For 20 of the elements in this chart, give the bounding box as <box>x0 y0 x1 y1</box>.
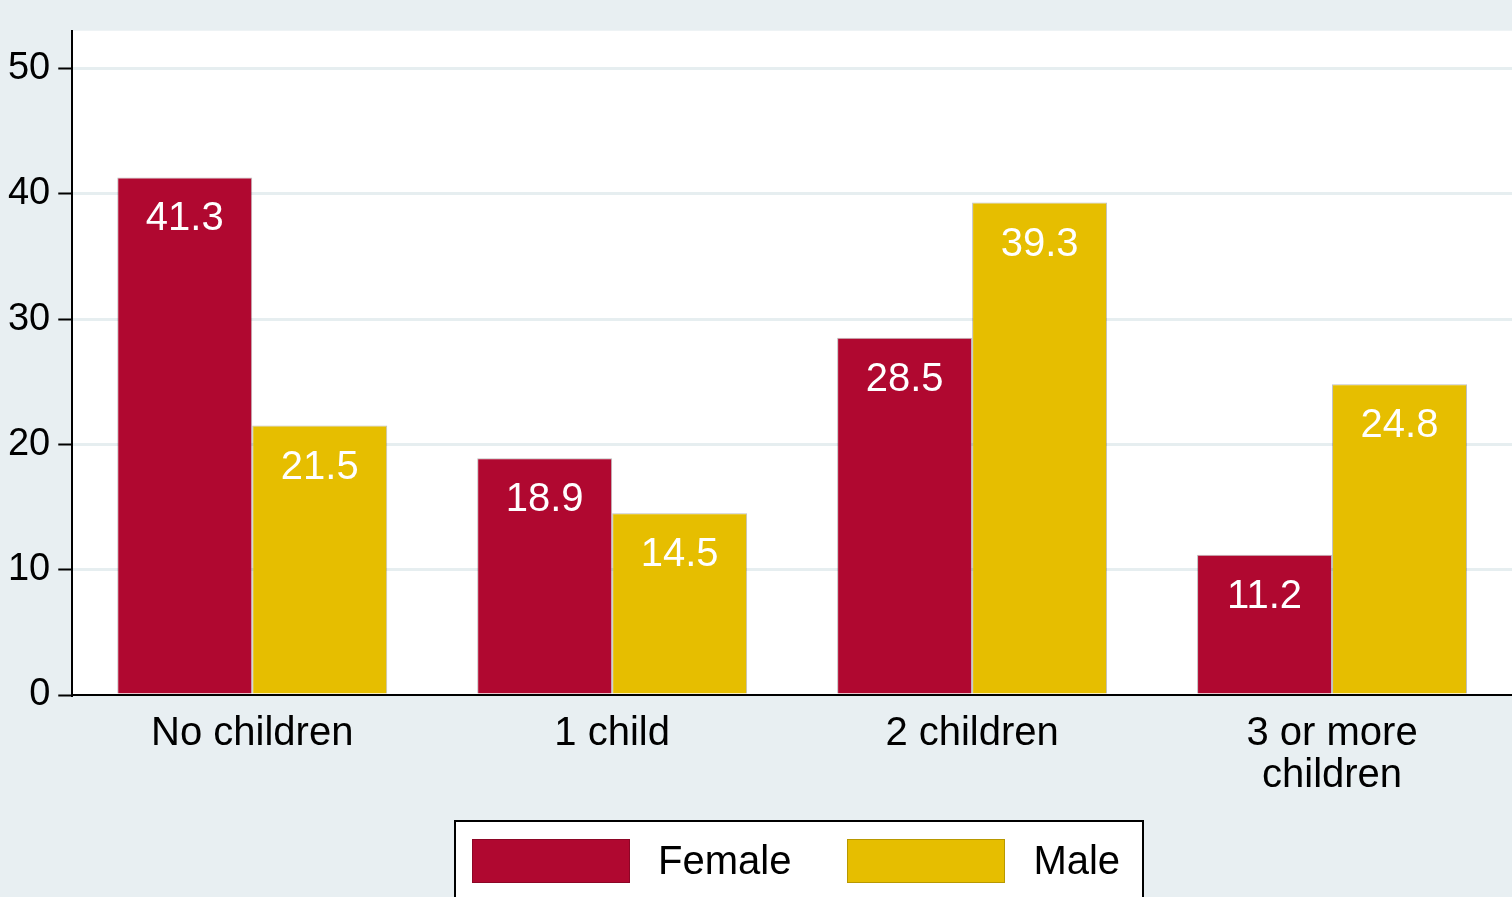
data-label: 14.5 <box>640 530 719 575</box>
x-tick-label: 2 children <box>885 709 1059 754</box>
x-tick-label: No children <box>151 709 354 754</box>
y-tick-label: 40 <box>7 170 51 213</box>
data-label: 24.8 <box>1360 401 1439 446</box>
y-tick-label: 20 <box>7 420 51 463</box>
legend-label: Male <box>1033 838 1121 883</box>
x-tick-label: 1 child <box>554 709 670 754</box>
legend-label: Female <box>658 838 792 883</box>
data-label: 28.5 <box>865 354 944 399</box>
y-tick-label: 10 <box>7 546 51 589</box>
data-label: 18.9 <box>505 475 584 520</box>
data-label: 21.5 <box>280 442 359 487</box>
data-label: 41.3 <box>145 194 224 239</box>
y-tick-label: 0 <box>29 671 51 714</box>
x-tick-label: 3 or more children <box>1246 709 1418 796</box>
data-label: 39.3 <box>1000 219 1079 264</box>
y-tick-label: 30 <box>7 295 51 338</box>
data-label: 11.2 <box>1227 571 1302 616</box>
y-tick-label: 50 <box>7 44 51 87</box>
